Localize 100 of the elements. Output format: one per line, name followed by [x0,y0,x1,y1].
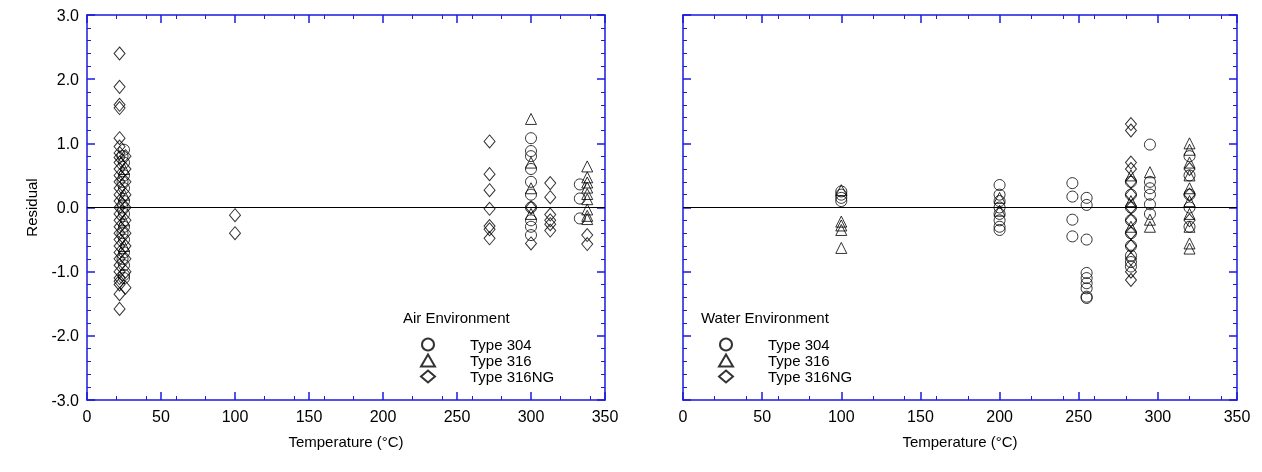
point [525,163,537,175]
point [993,214,1006,227]
point [1183,143,1196,156]
y-tick-label: 3.0 [56,6,80,24]
point [1143,188,1156,201]
point [1080,266,1093,279]
point [1183,207,1196,220]
point [835,195,848,208]
point [1066,190,1079,203]
point [116,175,129,188]
point [116,201,129,214]
x-tick-label: 300 [517,407,545,425]
y-tick-label: -2.0 [51,327,80,345]
point [1183,182,1196,195]
point [1183,162,1196,176]
x-tick-label: 0 [678,407,688,425]
point [116,252,129,265]
point [1124,169,1137,182]
point [993,195,1006,208]
point [581,203,594,216]
y-tick-label: 2.0 [56,70,80,88]
point [581,181,594,194]
point [525,145,537,158]
legend-label: Type 316NG [768,368,853,385]
point [1183,213,1196,228]
point [581,176,594,189]
point [525,220,537,233]
x-tick-label: 150 [907,407,934,425]
point [116,227,129,240]
point [116,150,129,163]
point [118,163,130,175]
y-tick-label: -3.0 [51,391,80,409]
legend-title: Air Environment [403,309,511,326]
legend-title: Water Environment [701,309,830,326]
point [118,182,130,195]
point [525,229,537,242]
point [525,175,537,188]
point [835,241,848,254]
point [1143,220,1156,233]
legend-label: Type 316NG [470,368,555,385]
point [118,246,130,259]
point [1124,162,1137,176]
point [1080,198,1093,211]
point [1183,156,1196,169]
x-tick-label: 350 [591,407,619,425]
point [1124,123,1137,138]
point [1124,220,1137,233]
point [1124,195,1137,208]
x-tick-label: 250 [1065,407,1093,425]
point [525,150,537,163]
point [118,233,130,246]
point [118,169,130,182]
point [835,223,848,236]
legend-label: Type 304 [768,336,830,353]
x-tick-label: 100 [827,407,855,425]
point [118,188,130,201]
point [118,272,130,285]
point [1183,150,1196,163]
point [525,182,537,195]
point [1080,191,1093,204]
point [118,207,130,220]
point [525,132,537,145]
point [581,160,594,173]
point [1124,117,1137,132]
point [1124,273,1137,288]
point [1124,249,1137,262]
y-tick-label: -1.0 [51,263,80,281]
y-axis-title: Residual [23,178,40,237]
point [525,200,537,215]
legend-label: Type 304 [470,336,532,353]
point [581,193,594,206]
point [1066,230,1079,243]
point [118,143,130,156]
point [1183,195,1196,208]
x-tick-label: 350 [1223,407,1251,425]
point [1124,264,1137,279]
point [1183,242,1196,255]
point [1080,233,1093,246]
point [1143,166,1156,179]
point [1066,213,1079,226]
point [573,178,586,191]
x-tick-label: 150 [295,407,323,425]
x-tick-label: 200 [986,407,1014,425]
point [118,268,130,281]
x-tick-label: 50 [152,407,170,425]
point [1080,277,1093,290]
y-tick-label: 1.0 [56,134,80,152]
point [1143,182,1156,195]
x-tick-label: 250 [443,407,471,425]
point [1080,282,1093,295]
point [118,240,130,252]
point [1143,175,1156,188]
x-tick-label: 100 [221,407,249,425]
point [1143,207,1156,220]
point [1124,256,1137,269]
point [573,192,586,205]
x-tick-label: 0 [82,407,92,425]
point [993,179,1006,192]
point [581,171,594,184]
point [1124,260,1137,273]
